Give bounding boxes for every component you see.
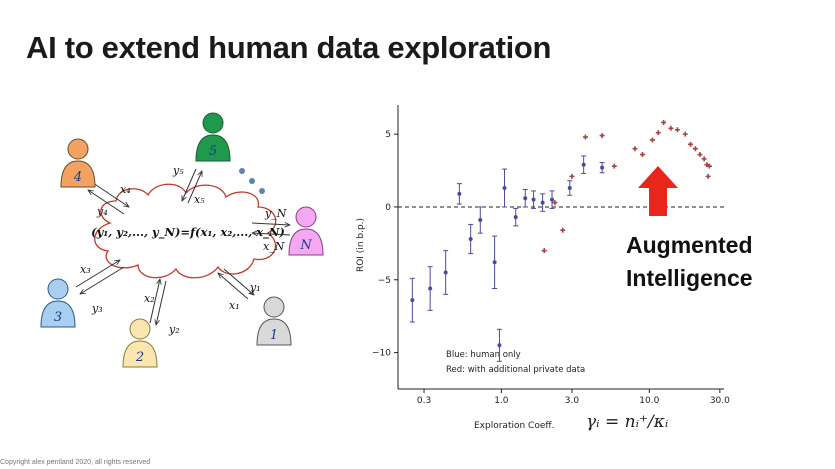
red-data-point bbox=[560, 227, 566, 233]
legend-red: Red: with additional private data bbox=[446, 365, 585, 375]
x-tick-label: 10.0 bbox=[639, 396, 659, 406]
edge-label-y4: y₄ bbox=[96, 205, 108, 218]
red-data-point bbox=[697, 152, 703, 158]
red-data-point bbox=[640, 152, 646, 158]
blue-data-point bbox=[478, 218, 483, 223]
edge-label-x4: x₄ bbox=[120, 183, 131, 196]
agent-N: N bbox=[288, 206, 324, 256]
edge-label-x5: x₅ bbox=[194, 193, 205, 206]
blue-data-point bbox=[513, 215, 518, 220]
blue-data-point bbox=[502, 186, 507, 191]
blue-data-point bbox=[428, 286, 433, 291]
y-tick-label: 5 bbox=[385, 130, 391, 140]
red-data-point bbox=[582, 134, 588, 140]
blue-data-point bbox=[443, 270, 448, 275]
agent-1: 1 bbox=[256, 296, 292, 346]
red-data-point bbox=[611, 163, 617, 169]
edge-label-x3: x₃ bbox=[80, 263, 91, 276]
blue-data-point bbox=[468, 236, 473, 241]
callout-line-2: Intelligence bbox=[626, 265, 753, 291]
red-data-point bbox=[682, 131, 688, 137]
cloud-equation: (y₁, y₂,..., y_N)=f(x₁, x₂,..., x_N) bbox=[91, 225, 285, 240]
agent-3: 3 bbox=[40, 278, 76, 328]
blue-data-point bbox=[410, 298, 415, 303]
edge-label-y2: y₂ bbox=[168, 323, 180, 336]
svg-text:3: 3 bbox=[54, 310, 62, 325]
edge-label-xN: x_N bbox=[263, 240, 285, 253]
callout-line-1: Augmented bbox=[626, 232, 753, 258]
svg-text:1: 1 bbox=[270, 328, 278, 343]
y-tick-label: 0 bbox=[385, 203, 391, 213]
edge-label-y1: y₁ bbox=[249, 281, 261, 294]
blue-data-point bbox=[531, 197, 536, 202]
agent-network-diagram: (y₁, y₂,..., y_N)=f(x₁, x₂,..., x_N) x₄ … bbox=[40, 112, 324, 368]
svg-text:N: N bbox=[299, 238, 312, 253]
red-data-point bbox=[668, 125, 674, 131]
chart-xlabel: Exploration Coeff. bbox=[474, 421, 554, 431]
edge-label-x2: x₂ bbox=[144, 292, 155, 305]
red-data-point bbox=[706, 163, 712, 169]
chart-ylabel: ROI (in b.p.) bbox=[356, 218, 366, 272]
blue-data-point bbox=[550, 197, 555, 202]
blue-data-point bbox=[567, 186, 572, 191]
blue-data-point bbox=[540, 200, 545, 205]
red-data-point bbox=[649, 137, 655, 143]
edge-label-yN: y_N bbox=[264, 207, 287, 220]
blue-data-point bbox=[600, 165, 605, 170]
chart-xlabel-formula: γᵢ = nᵢ⁺/κᵢ bbox=[586, 412, 668, 432]
blue-data-point bbox=[497, 343, 502, 348]
red-data-point bbox=[632, 146, 638, 152]
red-data-point bbox=[705, 173, 711, 179]
red-data-point bbox=[692, 146, 698, 152]
red-data-point bbox=[701, 156, 707, 162]
x-tick-label: 3.0 bbox=[565, 396, 580, 406]
x-tick-label: 0.3 bbox=[417, 396, 431, 406]
blue-data-point bbox=[457, 191, 462, 196]
svg-text:2: 2 bbox=[135, 350, 144, 365]
edge-label-y5: y₅ bbox=[172, 164, 184, 177]
red-data-point bbox=[655, 130, 661, 136]
blue-data-point bbox=[581, 162, 586, 167]
red-data-point bbox=[674, 127, 680, 133]
augmented-intelligence-callout: Augmented Intelligence bbox=[626, 229, 753, 295]
legend-blue: Blue: human only bbox=[446, 350, 521, 360]
red-data-point bbox=[661, 119, 667, 125]
agent-2: 2 bbox=[122, 318, 158, 368]
red-data-point bbox=[599, 133, 605, 139]
red-data-point bbox=[541, 248, 547, 254]
edge-label-y3: y₃ bbox=[91, 302, 103, 315]
agent-5: 5 bbox=[195, 112, 231, 162]
y-tick-label: −10 bbox=[372, 349, 391, 359]
copyright-note: Copyright alex pentland 2020, all rights… bbox=[0, 459, 151, 466]
blue-data-point bbox=[523, 196, 528, 201]
slide-title: AI to extend human data exploration bbox=[26, 30, 552, 65]
shared-function-cloud bbox=[94, 183, 277, 279]
y-tick-label: −5 bbox=[378, 276, 391, 286]
red-data-point bbox=[704, 162, 710, 168]
up-arrow-icon bbox=[638, 166, 678, 216]
svg-text:5: 5 bbox=[209, 144, 217, 159]
edge-label-x1: x₁ bbox=[229, 299, 240, 312]
red-data-point bbox=[688, 141, 694, 147]
red-data-point bbox=[569, 173, 575, 179]
svg-text:4: 4 bbox=[73, 170, 82, 185]
x-tick-label: 1.0 bbox=[494, 396, 509, 406]
blue-data-point bbox=[492, 260, 497, 265]
red-data-point bbox=[552, 200, 558, 206]
x-tick-label: 30.0 bbox=[710, 396, 730, 406]
agent-4: 4 bbox=[60, 138, 96, 188]
